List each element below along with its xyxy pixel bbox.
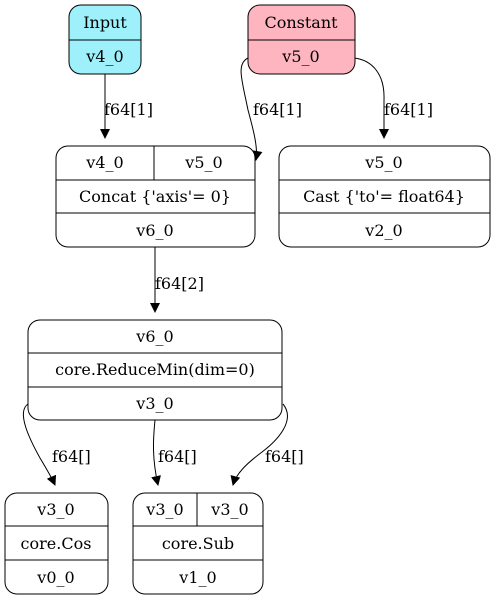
node-output: v0_0 (36, 568, 74, 587)
node-output: v6_0 (135, 221, 173, 240)
node-input-2: v5_0 (184, 153, 222, 172)
node-output: v4_0 (85, 47, 123, 66)
node-reducemin: v6_0 core.ReduceMin(dim=0) v3_0 (27, 319, 283, 421)
node-output: v3_0 (135, 394, 173, 413)
node-op: Cast {'to'= float64} (303, 187, 465, 206)
edge-concat-to-reducemin: f64[2] (150, 247, 204, 313)
node-output: v1_0 (178, 568, 216, 587)
edge-constant-to-cast: f64[1] (353, 57, 433, 139)
edge-label: f64[] (265, 447, 304, 466)
edge-label: f64[1] (104, 100, 153, 119)
edge-input-to-concat: f64[1] (100, 74, 153, 139)
node-input-1: v3_0 (145, 500, 183, 519)
edge-reducemin-to-cos: f64[] (23, 403, 91, 486)
edge-reducemin-to-sub-in2: f64[] (230, 403, 304, 486)
node-concat: v4_0 v5_0 Concat {'axis'= 0} v6_0 (55, 145, 256, 248)
edge-label: f64[1] (253, 100, 302, 119)
node-title: Input (83, 13, 127, 32)
node-cos: v3_0 core.Cos v0_0 (4, 492, 109, 595)
edge-label: f64[1] (384, 100, 433, 119)
node-op: core.Sub (162, 534, 234, 553)
node-output: v2_0 (364, 221, 402, 240)
edge-label: f64[] (158, 447, 197, 466)
node-input-1: v5_0 (364, 153, 402, 172)
node-constant: Constant v5_0 (247, 4, 356, 75)
node-input-1: v6_0 (135, 327, 173, 346)
node-op: core.Cos (21, 534, 92, 553)
node-sub: v3_0 v3_0 core.Sub v1_0 (132, 492, 264, 595)
edge-reducemin-to-sub-in1: f64[] (151, 419, 197, 486)
node-input-2: v3_0 (210, 500, 248, 519)
node-input-1: v4_0 (85, 153, 123, 172)
edge-constant-to-concat: f64[1] (240, 57, 302, 161)
edge-label: f64[] (52, 447, 91, 466)
node-op: Concat {'axis'= 0} (79, 187, 231, 206)
node-input-1: v3_0 (36, 500, 74, 519)
node-cast: v5_0 Cast {'to'= float64} v2_0 (278, 145, 491, 248)
node-title: Constant (264, 13, 338, 32)
node-output: v5_0 (281, 47, 319, 66)
node-op: core.ReduceMin(dim=0) (55, 360, 255, 379)
edge-label: f64[2] (155, 274, 204, 293)
node-input: Input v4_0 (68, 4, 142, 75)
